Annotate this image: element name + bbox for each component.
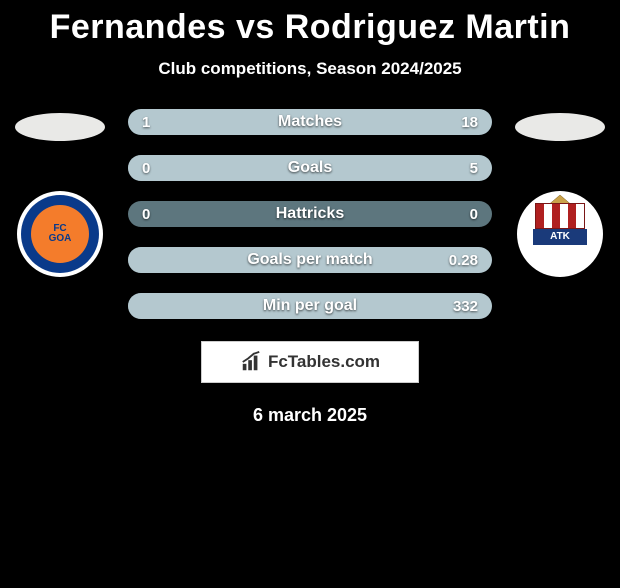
stat-value-right: 18 — [461, 114, 478, 131]
club-badge-right: ATK — [517, 191, 603, 277]
stat-bar: Min per goal332 — [128, 293, 492, 319]
stat-bar: 1Matches18 — [128, 109, 492, 135]
stat-value-right: 5 — [470, 160, 478, 177]
stat-value-right: 332 — [453, 298, 478, 315]
main-row: FC GOA 1Matches180Goals50Hattricks0Goals… — [0, 109, 620, 319]
flag-right — [515, 113, 605, 141]
date: 6 march 2025 — [0, 405, 620, 426]
fcgoa-badge: FC GOA — [21, 195, 99, 273]
stat-label: Hattricks — [128, 205, 492, 223]
stat-bar: 0Hattricks0 — [128, 201, 492, 227]
stat-label: Goals per match — [128, 251, 492, 269]
stat-label: Goals — [128, 159, 492, 177]
stat-bars: 1Matches180Goals50Hattricks0Goals per ma… — [120, 109, 500, 319]
stat-value-right: 0.28 — [449, 252, 478, 269]
atk-text: ATK — [533, 229, 587, 245]
subtitle: Club competitions, Season 2024/2025 — [0, 59, 620, 79]
comparison-infographic: Fernandes vs Rodriguez Martin Club compe… — [0, 8, 620, 426]
stat-label: Matches — [128, 113, 492, 131]
player-right-col: ATK — [500, 109, 620, 277]
stat-bar: Goals per match0.28 — [128, 247, 492, 273]
fcgoa-text-2: GOA — [49, 234, 72, 244]
stat-bar: 0Goals5 — [128, 155, 492, 181]
player-left-col: FC GOA — [0, 109, 120, 277]
stat-label: Min per goal — [128, 297, 492, 315]
brand-box[interactable]: FcTables.com — [201, 341, 419, 383]
page-title: Fernandes vs Rodriguez Martin — [0, 8, 620, 47]
bar-chart-icon — [240, 351, 262, 373]
flag-left — [15, 113, 105, 141]
club-badge-left: FC GOA — [17, 191, 103, 277]
brand-text: FcTables.com — [268, 352, 380, 372]
atk-badge: ATK — [525, 197, 595, 271]
stat-value-right: 0 — [470, 206, 478, 223]
